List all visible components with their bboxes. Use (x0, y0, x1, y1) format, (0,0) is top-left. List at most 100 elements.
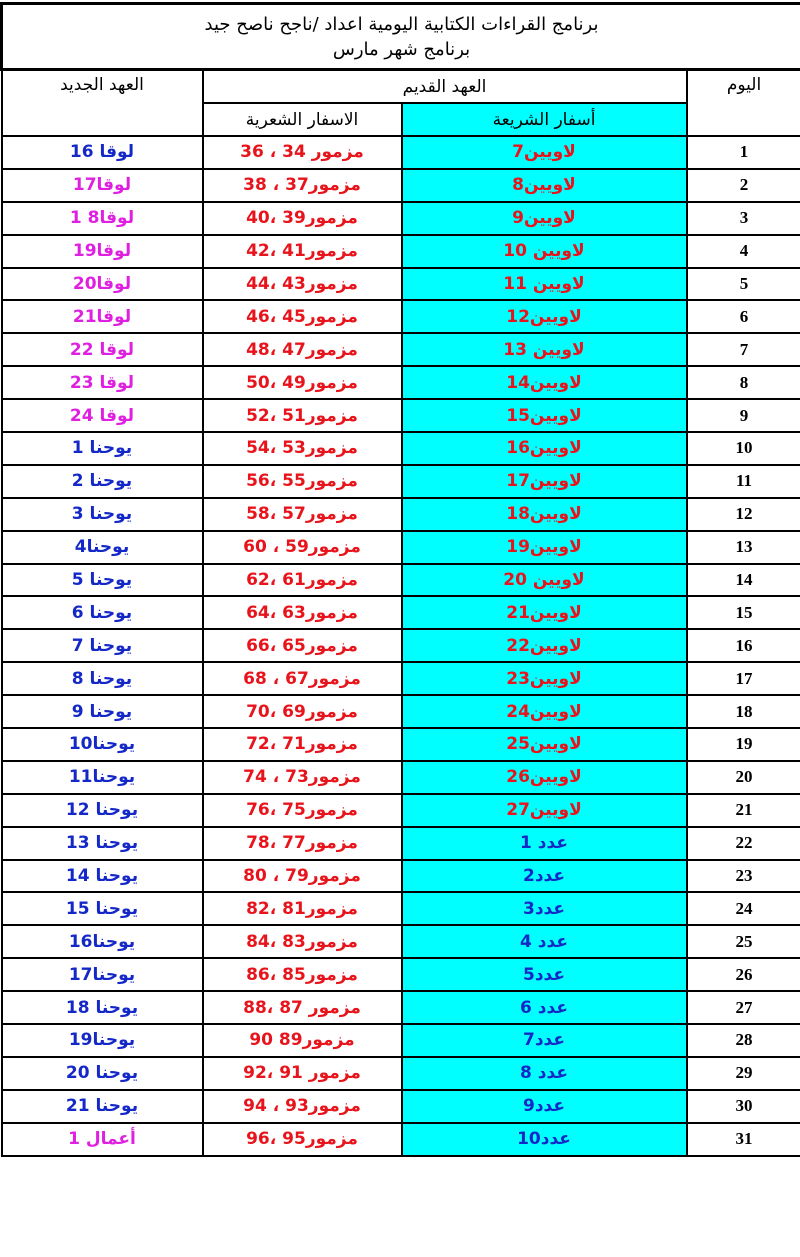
table-row: يوحنا 21 مزمور93 ، 94 عدد9 30 (0, 1088, 800, 1124)
poetry-cell: مزمور71 ،72 (201, 727, 403, 762)
table-row: يوحنا4 مزمور59 ، 60 لاويين19 13 (0, 529, 800, 565)
new-testament-cell: لوقا8 1 (0, 200, 204, 236)
law-cell: لاويين 13 (400, 332, 688, 368)
poetry-cell: مزمور79 ، 80 (201, 858, 403, 894)
law-cell: لاويين22 (400, 628, 688, 664)
table-row: يوحنا 18 مزمور 87 ،88 عدد 6 27 (0, 990, 800, 1026)
new-testament-cell: يوحنا 1 (0, 431, 204, 466)
table-row: يوحنا 1 مزمور53 ،54 لاويين16 10 (0, 431, 800, 466)
poetry-cell: مزمور57 ،58 (201, 496, 403, 532)
law-cell: لاويين7 (400, 135, 688, 170)
page-title: برنامج القراءات الكتابية اليومية اعداد /… (204, 13, 599, 35)
day-cell: 24 (685, 891, 800, 927)
table-row: يوحنا 2 مزمور55 ،56 لاويين17 11 (0, 463, 800, 499)
day-cell: 4 (685, 233, 800, 269)
table-row: لوقا 16 مزمور 34 ، 36 لاويين7 1 (0, 135, 800, 170)
new-testament-cell: يوحنا 14 (0, 858, 204, 894)
day-cell: 27 (685, 990, 800, 1026)
day-cell: 18 (685, 694, 800, 730)
new-testament-cell: يوحنا 7 (0, 628, 204, 664)
day-cell: 19 (685, 727, 800, 762)
law-cell: لاويين27 (400, 792, 688, 828)
table-row: يوحنا 12 مزمور75 ،76 لاويين27 21 (0, 792, 800, 828)
day-cell: 22 (685, 825, 800, 861)
table-row: لوقا19 مزمور41 ،42 لاويين 10 4 (0, 233, 800, 269)
law-cell: لاويين23 (400, 661, 688, 697)
law-cell: لاويين26 (400, 759, 688, 795)
day-cell: 10 (685, 431, 800, 466)
poetry-cell: مزمور69 ،70 (201, 694, 403, 730)
day-cell: 20 (685, 759, 800, 795)
day-cell: 31 (685, 1121, 800, 1157)
poetry-cell: مزمور45 ،46 (201, 299, 403, 335)
poetry-cell: مزمور55 ،56 (201, 463, 403, 499)
table-row: يوحنا17 مزمور85 ،86 عدد5 26 (0, 957, 800, 993)
poetry-cell: مزمور73 ، 74 (201, 759, 403, 795)
new-testament-cell: يوحنا4 (0, 529, 204, 565)
poetry-cell: مزمور43 ،44 (201, 266, 403, 302)
day-cell: 9 (685, 398, 800, 434)
day-cell: 8 (685, 365, 800, 401)
day-cell: 29 (685, 1055, 800, 1091)
new-testament-cell: يوحنا11 (0, 759, 204, 795)
table-row: يوحنا 15 مزمور81 ،82 عدد3 24 (0, 891, 800, 927)
poetry-cell: مزمور37 ، 38 (201, 167, 403, 203)
header-old-testament: العهد القديم (201, 68, 688, 104)
law-cell: عدد 8 (400, 1055, 688, 1091)
header-poetry: الاسفار الشعرية (201, 102, 403, 137)
day-cell: 5 (685, 266, 800, 302)
day-cell: 7 (685, 332, 800, 368)
day-cell: 15 (685, 595, 800, 631)
law-cell: عدد 4 (400, 924, 688, 960)
table-row: يوحنا16 مزمور83 ،84 عدد 4 25 (0, 924, 800, 960)
law-cell: لاويين 10 (400, 233, 688, 269)
new-testament-cell: يوحنا 21 (0, 1088, 204, 1124)
poetry-cell: مزمور75 ،76 (201, 792, 403, 828)
table-row: لوقا 23 مزمور49 ،50 لاويين14 8 (0, 365, 800, 401)
poetry-cell: مزمور51 ،52 (201, 398, 403, 434)
law-cell: عدد10 (400, 1121, 688, 1157)
poetry-cell: مزمور 87 ،88 (201, 990, 403, 1026)
poetry-cell: مزمور93 ، 94 (201, 1088, 403, 1124)
law-cell: لاويين9 (400, 200, 688, 236)
poetry-cell: مزمور61 ،62 (201, 562, 403, 598)
poetry-cell: مزمور59 ، 60 (201, 529, 403, 565)
day-cell: 14 (685, 562, 800, 598)
new-testament-cell: يوحنا 5 (0, 562, 204, 598)
new-testament-cell: يوحنا16 (0, 924, 204, 960)
table-row: يوحنا 20 مزمور 91 ،92 عدد 8 29 (0, 1055, 800, 1091)
page-subtitle: برنامج شهر مارس (332, 38, 471, 60)
poetry-cell: مزمور47 ،48 (201, 332, 403, 368)
table-row: يوحنا11 مزمور73 ، 74 لاويين26 20 (0, 759, 800, 795)
law-cell: لاويين15 (400, 398, 688, 434)
day-cell: 2 (685, 167, 800, 203)
new-testament-cell: يوحنا10 (0, 727, 204, 762)
poetry-cell: مزمور81 ،82 (201, 891, 403, 927)
table-row: يوحنا 9 مزمور69 ،70 لاويين24 18 (0, 694, 800, 730)
law-cell: عدد 1 (400, 825, 688, 861)
poetry-cell: مزمور 34 ، 36 (201, 135, 403, 170)
new-testament-cell: لوقا20 (0, 266, 204, 302)
table-row: يوحنا 8 مزمور67 ، 68 لاويين23 17 (0, 661, 800, 697)
day-cell: 11 (685, 463, 800, 499)
new-testament-cell: يوحنا 20 (0, 1055, 204, 1091)
new-testament-cell: لوقا17 (0, 167, 204, 203)
poetry-cell: مزمور39 ،40 (201, 200, 403, 236)
new-testament-cell: يوحنا 6 (0, 595, 204, 631)
new-testament-cell: يوحنا 3 (0, 496, 204, 532)
day-cell: 30 (685, 1088, 800, 1124)
law-cell: لاويين12 (400, 299, 688, 335)
new-testament-cell: يوحنا 13 (0, 825, 204, 861)
new-testament-cell: لوقا 23 (0, 365, 204, 401)
law-cell: لاويين24 (400, 694, 688, 730)
table-row: يوحنا 5 مزمور61 ،62 لاويين 20 14 (0, 562, 800, 598)
new-testament-cell: لوقا 24 (0, 398, 204, 434)
law-cell: عدد 6 (400, 990, 688, 1026)
poetry-cell: مزمور83 ،84 (201, 924, 403, 960)
day-cell: 12 (685, 496, 800, 532)
poetry-cell: مزمور67 ، 68 (201, 661, 403, 697)
poetry-cell: مزمور85 ،86 (201, 957, 403, 993)
new-testament-cell: لوقا19 (0, 233, 204, 269)
law-cell: لاويين 11 (400, 266, 688, 302)
new-testament-cell: يوحنا17 (0, 957, 204, 993)
